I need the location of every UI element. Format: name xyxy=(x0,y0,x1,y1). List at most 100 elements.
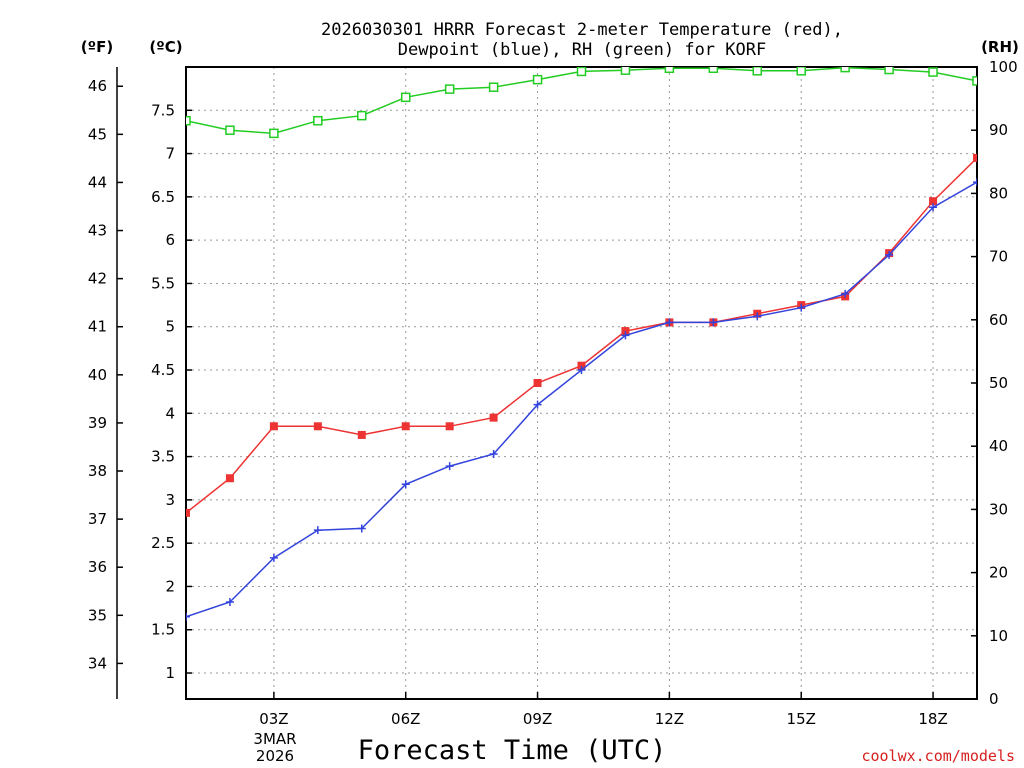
rh-tick-label: 60 xyxy=(989,311,1008,329)
celsius-tick-label: 5.5 xyxy=(151,274,175,292)
celsius-tick-label: 7 xyxy=(165,145,175,163)
rh-tick-label: 20 xyxy=(989,564,1008,582)
celsius-tick-label: 2.5 xyxy=(151,534,175,552)
rh-tick-label: 90 xyxy=(989,121,1008,139)
rh-point xyxy=(796,67,806,76)
dewpoint-point xyxy=(621,331,630,340)
temperature-series xyxy=(186,153,977,517)
dewpoint-point xyxy=(225,598,234,607)
data-series xyxy=(186,67,977,621)
x-tick-label: 15Z xyxy=(787,710,816,728)
dewpoint-point xyxy=(269,553,278,562)
temperature-point xyxy=(401,422,410,431)
fahrenheit-tick-label: 37 xyxy=(88,510,107,528)
rh-point xyxy=(313,115,323,126)
temperature-line xyxy=(186,157,977,514)
temperature-point xyxy=(225,474,234,483)
axes: 34 35 36 37 38 39 40 41 42 43 44 45 46 1 1.5 2 2.5 3 3.5 4 4… xyxy=(88,58,1018,728)
gridlines xyxy=(186,67,977,699)
dewpoint-point xyxy=(885,250,894,259)
rh-tick-label: 40 xyxy=(989,437,1008,455)
x-tick-label: 03Z xyxy=(259,710,288,728)
celsius-tick-label: 4.5 xyxy=(151,361,175,379)
rh-point xyxy=(972,76,977,86)
dewpoint-point xyxy=(665,318,674,327)
temperature-point xyxy=(577,361,586,370)
temperature-point xyxy=(313,422,322,431)
temperature-point xyxy=(621,327,630,336)
rh-point xyxy=(488,82,499,92)
fahrenheit-tick-label: 39 xyxy=(88,414,107,432)
celsius-tick-label: 4 xyxy=(165,404,175,422)
rh-point xyxy=(752,67,763,76)
celsius-unit-label: (ºC) xyxy=(149,38,182,56)
temperature-point xyxy=(269,422,278,431)
celsius-tick-label: 3 xyxy=(165,491,175,509)
rh-point xyxy=(357,110,367,121)
dewpoint-point xyxy=(489,449,498,458)
fahrenheit-tick-label: 38 xyxy=(88,462,107,480)
dewpoint-point xyxy=(401,480,410,489)
temperature-point xyxy=(973,153,977,162)
dewpoint-line xyxy=(186,181,977,618)
chart-title-line1: 2026030301 HRRR Forecast 2-meter Tempera… xyxy=(321,20,843,40)
temperature-point xyxy=(489,413,498,422)
fahrenheit-tick-label: 35 xyxy=(88,606,107,624)
fahrenheit-tick-label: 34 xyxy=(88,654,107,672)
dewpoint-point xyxy=(709,318,718,327)
rh-tick-label: 50 xyxy=(989,374,1008,392)
rh-point xyxy=(708,67,719,74)
celsius-tick-label: 1.5 xyxy=(151,621,175,639)
dewpoint-point xyxy=(973,178,977,187)
rh-point xyxy=(576,67,587,77)
dewpoint-point xyxy=(929,203,938,212)
temperature-point xyxy=(186,508,190,517)
rh-point xyxy=(225,125,235,135)
fahrenheit-unit-label: (ºF) xyxy=(81,38,113,56)
rh-tick-label: 80 xyxy=(989,184,1008,202)
rh-tick-label: 30 xyxy=(989,500,1008,518)
fahrenheit-tick-label: 40 xyxy=(88,366,107,384)
rh-line xyxy=(186,67,977,135)
credit-label: coolwx.com/models xyxy=(861,747,1015,765)
fahrenheit-tick-label: 43 xyxy=(88,222,107,240)
x-tick-label: 12Z xyxy=(655,710,684,728)
celsius-tick-label: 6 xyxy=(165,231,175,249)
celsius-tick-label: 3.5 xyxy=(151,448,175,466)
celsius-tick-label: 6.5 xyxy=(151,188,175,206)
rh-tick-label: 70 xyxy=(989,248,1008,266)
celsius-tick-label: 5 xyxy=(165,318,175,336)
date-label-month: 3MAR xyxy=(253,730,296,748)
rh-point xyxy=(840,67,850,73)
rh-point xyxy=(444,84,455,94)
rh-point xyxy=(664,67,675,74)
celsius-tick-label: 7.5 xyxy=(151,101,175,119)
rh-unit-label: (RH) xyxy=(981,38,1019,56)
fahrenheit-tick-label: 36 xyxy=(88,558,107,576)
fahrenheit-tick-label: 45 xyxy=(88,125,107,143)
chart-title-line2: Dewpoint (blue), RH (green) for KORF xyxy=(398,40,766,60)
rh-point xyxy=(928,67,938,77)
dewpoint-point xyxy=(533,400,542,409)
dewpoint-point xyxy=(445,462,454,471)
celsius-tick-label: 2 xyxy=(165,577,175,595)
temperature-point xyxy=(445,422,454,431)
temperature-point xyxy=(533,379,542,387)
fahrenheit-tick-label: 42 xyxy=(88,270,107,288)
dewpoint-point xyxy=(313,526,322,535)
x-tick-label: 06Z xyxy=(391,710,420,728)
dewpoint-point xyxy=(577,366,586,375)
rh-series xyxy=(186,67,977,139)
fahrenheit-tick-label: 41 xyxy=(88,318,107,336)
rh-point xyxy=(620,67,631,75)
dewpoint-point xyxy=(841,289,850,298)
rh-tick-label: 0 xyxy=(989,690,999,708)
rh-point xyxy=(186,115,191,126)
dewpoint-point xyxy=(357,524,366,533)
dewpoint-point xyxy=(186,612,190,621)
rh-point xyxy=(269,128,279,139)
rh-point xyxy=(532,74,543,85)
x-tick-label: 18Z xyxy=(918,710,947,728)
x-tick-label: 09Z xyxy=(523,710,552,728)
